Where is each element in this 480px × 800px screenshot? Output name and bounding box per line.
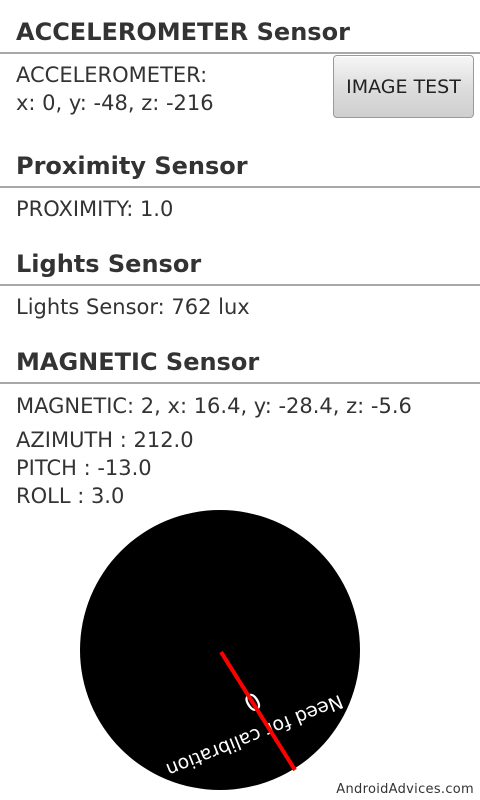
accelerometer-header-divider [0, 0, 480, 54]
watermark-text: AndroidAdvices.com [336, 782, 474, 797]
compass-needle [219, 650, 297, 772]
lights-section-title: Lights Sensor [16, 250, 202, 278]
proximity-reading: PROXIMITY: 1.0 [16, 197, 174, 221]
proximity-header-divider [0, 152, 480, 188]
magnetic-header-divider [0, 348, 480, 384]
lights-header-divider [0, 250, 480, 286]
proximity-section-title: Proximity Sensor [16, 152, 248, 180]
accelerometer-values: x: 0, y: -48, z: -216 [16, 91, 214, 115]
magnetic-section-title: MAGNETIC Sensor [16, 348, 260, 376]
accelerometer-section-title: ACCELEROMETER Sensor [16, 18, 350, 46]
compass-dial-face [80, 510, 360, 790]
roll-reading: ROLL : 3.0 [16, 484, 125, 508]
azimuth-reading: AZIMUTH : 212.0 [16, 428, 194, 452]
lights-reading: Lights Sensor: 762 lux [16, 295, 250, 319]
compass-dial: 0 Need for calibration [80, 510, 360, 790]
pitch-reading: PITCH : -13.0 [16, 456, 152, 480]
magnetic-reading: MAGNETIC: 2, x: 16.4, y: -28.4, z: -5.6 [16, 394, 412, 418]
accelerometer-label: ACCELEROMETER: [16, 63, 208, 87]
image-test-button[interactable]: IMAGE TEST [333, 55, 474, 118]
